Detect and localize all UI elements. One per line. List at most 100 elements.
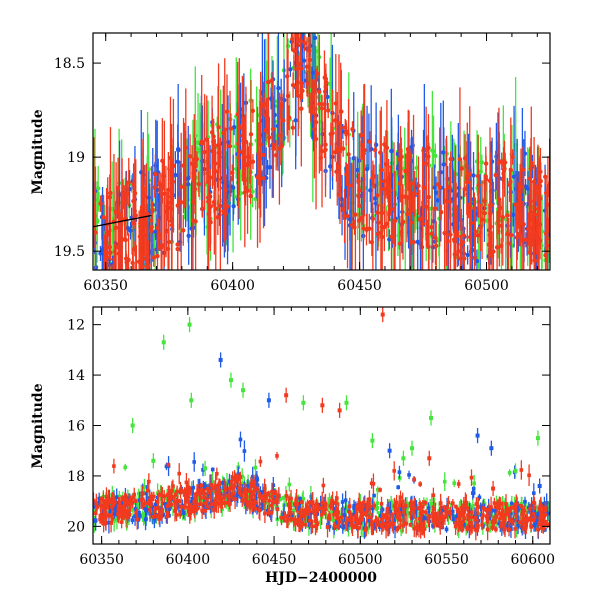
data-point: [383, 515, 387, 520]
data-point: [162, 191, 167, 196]
data-point: [454, 504, 458, 509]
data-point: [138, 514, 142, 518]
data-point: [94, 501, 99, 506]
data-point: [289, 496, 293, 501]
data-point: [335, 496, 339, 500]
data-point: [140, 513, 145, 517]
data-point: [471, 512, 476, 517]
data-point: [150, 504, 155, 509]
data-point: [359, 525, 364, 529]
data-point: [501, 162, 506, 168]
data-point: [518, 215, 523, 220]
data-point: [200, 206, 205, 212]
data-point: [240, 474, 245, 479]
data-point: [319, 149, 325, 154]
top-y-axis-label: Magnitude: [30, 109, 46, 194]
data-point: [521, 522, 526, 527]
data-point: [196, 488, 200, 492]
data-point: [381, 513, 385, 518]
data-point: [252, 484, 256, 488]
data-point: [465, 506, 470, 510]
data-point: [339, 515, 344, 520]
data-point: [213, 503, 218, 507]
data-point: [424, 147, 429, 152]
data-point: [344, 504, 349, 509]
data-point: [201, 498, 205, 502]
data-point: [211, 486, 215, 490]
data-point: [370, 525, 375, 530]
data-point: [288, 67, 293, 72]
data-point: [537, 180, 542, 185]
data-point: [149, 228, 154, 233]
data-point: [486, 242, 492, 247]
data-point: [433, 519, 437, 524]
bottom-data-points: [93, 307, 550, 541]
data-point: [358, 504, 363, 508]
data-point: [165, 511, 170, 515]
data-point: [516, 508, 520, 512]
data-point: [178, 512, 182, 517]
data-point: [148, 498, 152, 503]
data-point: [542, 501, 547, 506]
data-point: [382, 224, 387, 230]
data-point: [384, 512, 389, 517]
x-tick-label: 60450: [337, 278, 382, 294]
top-data-points: [93, 8, 550, 270]
data-point: [164, 496, 169, 501]
data-point: [327, 524, 332, 529]
data-point: [441, 508, 446, 512]
data-point: [238, 475, 243, 480]
data-point: [493, 509, 497, 513]
data-point: [98, 201, 103, 206]
data-point: [394, 506, 399, 511]
data-point: [255, 487, 260, 491]
data-point: [236, 155, 241, 160]
data-point: [123, 237, 128, 243]
data-point: [357, 188, 362, 193]
data-point: [219, 489, 224, 493]
data-point: [494, 514, 498, 519]
data-point: [523, 237, 529, 243]
data-point: [106, 500, 111, 505]
data-point: [393, 526, 397, 531]
data-point: [477, 495, 482, 500]
data-point: [322, 102, 327, 107]
data-point: [410, 524, 415, 528]
data-point: [153, 502, 158, 507]
data-point: [437, 184, 442, 190]
data-point: [137, 510, 141, 515]
data-point: [177, 471, 182, 476]
data-point: [423, 161, 429, 166]
data-point: [430, 148, 435, 153]
data-point: [323, 507, 328, 512]
data-point: [148, 507, 152, 512]
data-point: [175, 242, 180, 247]
data-point: [109, 521, 113, 525]
data-point: [205, 498, 209, 502]
data-point: [438, 501, 443, 505]
data-point: [342, 513, 347, 517]
data-point: [476, 504, 481, 509]
data-point: [264, 113, 269, 118]
data-point: [355, 167, 360, 173]
data-point: [93, 504, 97, 508]
data-point: [146, 263, 151, 268]
data-point: [254, 496, 258, 501]
data-point: [430, 511, 435, 516]
data-point: [520, 510, 525, 515]
data-point: [481, 513, 485, 517]
data-point: [523, 184, 528, 189]
data-point: [116, 516, 121, 520]
data-point: [468, 220, 474, 226]
data-point: [466, 517, 471, 522]
data-point: [213, 485, 217, 490]
data-point: [410, 501, 414, 506]
data-point: [179, 488, 183, 492]
data-point: [508, 518, 512, 522]
data-point: [119, 507, 123, 511]
data-point: [378, 488, 382, 492]
data-point: [303, 8, 307, 12]
data-point: [434, 243, 439, 249]
data-point: [501, 508, 505, 513]
data-point: [301, 58, 307, 63]
